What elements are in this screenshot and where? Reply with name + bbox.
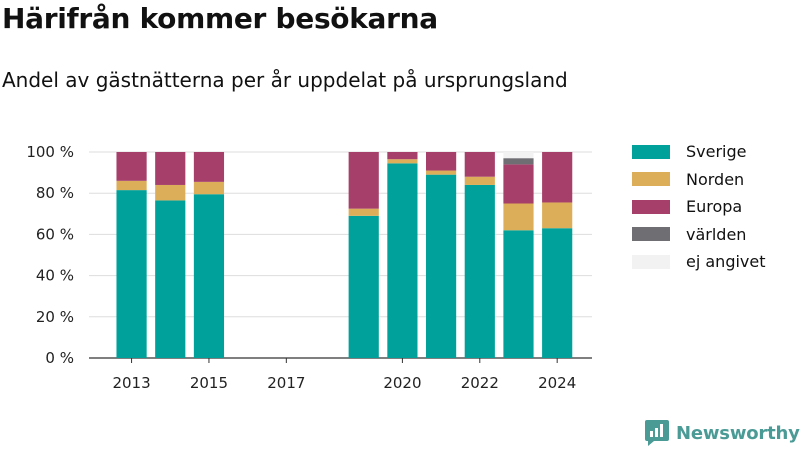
- legend-item-europa: Europa: [632, 193, 766, 221]
- bar-norden-2020: [387, 159, 418, 164]
- bar-sverige-2023: [503, 230, 534, 358]
- y-tick-label: 100 %: [26, 143, 74, 161]
- bar-norden-2015: [193, 181, 225, 195]
- legend: Sverige Norden Europa världen ej angivet: [632, 138, 766, 276]
- legend-swatch-varlden: [632, 227, 670, 242]
- brand: Newsworthy: [644, 419, 800, 447]
- y-axis-tick-labels: 0 % 20 % 40 % 60 % 80 % 100 %: [26, 143, 74, 367]
- bar-sverige-2019: [348, 215, 379, 358]
- x-axis-tick-labels: 2013 2015 2017 2020 2022 2024: [112, 358, 576, 392]
- bar-världen-2023: [503, 158, 534, 165]
- x-tick-label: 2013: [112, 374, 150, 392]
- x-tick-label: 2024: [538, 374, 576, 392]
- y-tick-label: 80 %: [36, 184, 74, 202]
- bar-sverige-2021: [426, 174, 457, 358]
- legend-label-ej-angivet: ej angivet: [686, 252, 766, 272]
- bar-sverige-2024: [542, 228, 573, 358]
- legend-label-sverige: Sverige: [686, 142, 747, 162]
- bar-europa-2013: [116, 152, 147, 181]
- brand-name: Newsworthy: [676, 422, 800, 444]
- bar-norden-2023: [503, 203, 534, 231]
- bar-norden-2022: [464, 176, 495, 185]
- bar-europa-2020: [387, 152, 418, 160]
- x-tick-label: 2015: [190, 374, 228, 392]
- bar-europa-2019: [348, 152, 379, 209]
- bar-ej-angivet-2023: [503, 152, 534, 159]
- bars: [116, 152, 573, 358]
- y-tick-label: 0 %: [45, 349, 74, 367]
- bar-europa-2024: [542, 152, 573, 203]
- bar-norden-2019: [348, 208, 379, 216]
- newsworthy-logo-icon: [645, 420, 669, 446]
- y-tick-label: 20 %: [36, 308, 74, 326]
- legend-swatch-norden: [632, 172, 670, 187]
- legend-swatch-sverige: [632, 144, 670, 159]
- legend-item-varlden: världen: [632, 221, 766, 249]
- legend-label-europa: Europa: [686, 197, 743, 217]
- bar-norden-2013: [116, 180, 147, 191]
- bar-sverige-2020: [387, 163, 418, 358]
- bar-sverige-2013: [116, 190, 147, 358]
- x-tick-label: 2022: [461, 374, 499, 392]
- chart-title: Härifrån kommer besökarna: [2, 2, 438, 35]
- bar-sverige-2014: [155, 200, 186, 358]
- bar-sverige-2015: [193, 194, 225, 358]
- legend-swatch-ej-angivet: [632, 254, 670, 269]
- legend-item-norden: Norden: [632, 166, 766, 194]
- bar-europa-2023: [503, 164, 534, 204]
- legend-swatch-europa: [632, 199, 670, 214]
- legend-item-sverige: Sverige: [632, 138, 766, 166]
- bar-norden-2014: [155, 184, 186, 201]
- bar-norden-2021: [426, 170, 457, 175]
- legend-label-norden: Norden: [686, 169, 745, 189]
- x-tick-label: 2017: [267, 374, 305, 392]
- bar-norden-2024: [542, 202, 573, 229]
- chart-subtitle: Andel av gästnätterna per år uppdelat på…: [2, 68, 568, 92]
- bar-europa-2014: [155, 152, 186, 185]
- y-tick-label: 60 %: [36, 225, 74, 243]
- bar-europa-2022: [464, 152, 495, 177]
- legend-item-ej-angivet: ej angivet: [632, 248, 766, 276]
- legend-label-varlden: världen: [686, 224, 747, 244]
- x-tick-label: 2020: [383, 374, 421, 392]
- bar-europa-2021: [426, 152, 457, 171]
- bar-europa-2015: [193, 152, 225, 182]
- y-tick-label: 40 %: [36, 267, 74, 285]
- bar-sverige-2022: [464, 184, 495, 358]
